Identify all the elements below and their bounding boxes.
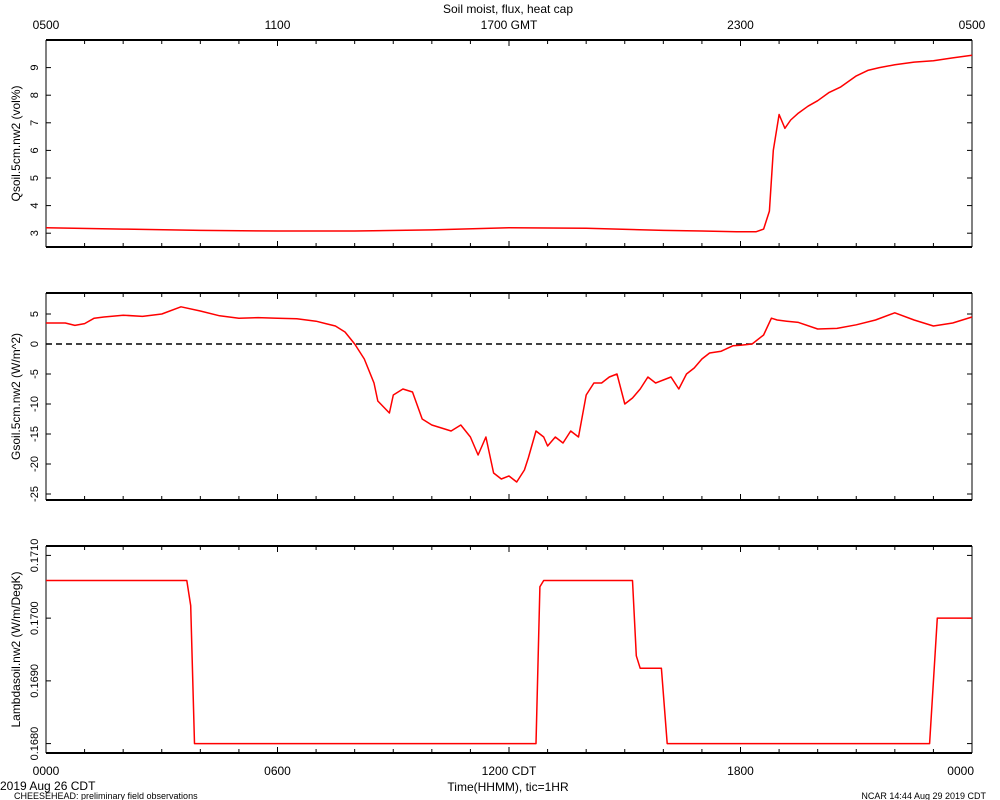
top-tick-label: 1700 GMT [481,18,538,32]
y-tick-label: 0 [29,341,41,347]
y-tick-label: -15 [29,426,41,442]
y-tick-label: 3 [29,230,41,236]
top-tick-label: 0500 [33,18,60,32]
y-tick-label: -20 [29,456,41,472]
y-tick-label: 7 [29,120,41,126]
y-tick-label: 8 [29,92,41,98]
y-axis-label: Gsoil.5cm.nw2 (W/m^2) [9,333,23,460]
y-axis-label: Lambdasoil.nw2 (W/m/DegK) [9,571,23,727]
footer-left: CHEESEHEAD: preliminary field observatio… [14,791,198,800]
top-tick-label: 1100 [265,18,291,32]
bottom-tick-label: 0600 [264,764,291,778]
bottom-tick-label: 1200 CDT [482,764,537,778]
y-tick-label: 0.1710 [29,539,41,573]
series-line [45,54,973,233]
y-tick-label: -25 [29,486,41,502]
y-tick-label: 4 [29,203,41,209]
bottom-axis-tick-labels: 0000 0600 1200 CDT 1800 0000 [33,764,975,778]
chart-title: Soil moist, flux, heat cap [443,2,573,16]
panel-2: 5 0 -5 -10 -15 -20 -25 Gsoil.5cm.nw2 (W/m^2) [9,292,973,502]
y-tick-label: 0.1690 [29,664,41,698]
date-label: 2019 Aug 26 CDT [0,779,96,793]
y-tick-label: -10 [29,396,41,412]
series-line [46,579,972,745]
x-axis-label: Time(HHMM), tic=1HR [447,780,569,794]
chart-panels: 3 4 5 6 7 8 9 Qsoil.5cm.nw2 (vol%) 5 0 -5 -10 -15 -20… [9,39,973,761]
y-tick-label: 5 [29,311,41,317]
bottom-tick-label: 0000 [947,764,974,778]
y-tick-label: 0.1700 [29,601,41,635]
top-axis-tick-labels: 0500 1100 1700 GMT 2300 0500 [33,18,986,32]
bottom-tick-label: 0000 [33,764,60,778]
panel-1: 3 4 5 6 7 8 9 Qsoil.5cm.nw2 (vol%) [9,39,973,248]
panel-3: 0.1710 0.1700 0.1690 0.1680 Lambdasoil.nw2 (… [9,539,973,761]
y-tick-label: 9 [29,65,41,71]
bottom-tick-label: 1800 [727,764,754,778]
y-axis-label: Qsoil.5cm.nw2 (vol%) [9,85,23,201]
y-tick-label: 0.1680 [29,727,41,761]
y-tick-label: 6 [29,147,41,153]
series-line [46,306,973,483]
footer-right: NCAR 14:44 Aug 29 2019 CDT [861,791,986,800]
top-tick-label: 2300 [727,18,754,32]
y-tick-label: 5 [29,175,41,181]
y-tick-label: -5 [29,369,41,379]
top-tick-label: 0500 [959,18,986,32]
